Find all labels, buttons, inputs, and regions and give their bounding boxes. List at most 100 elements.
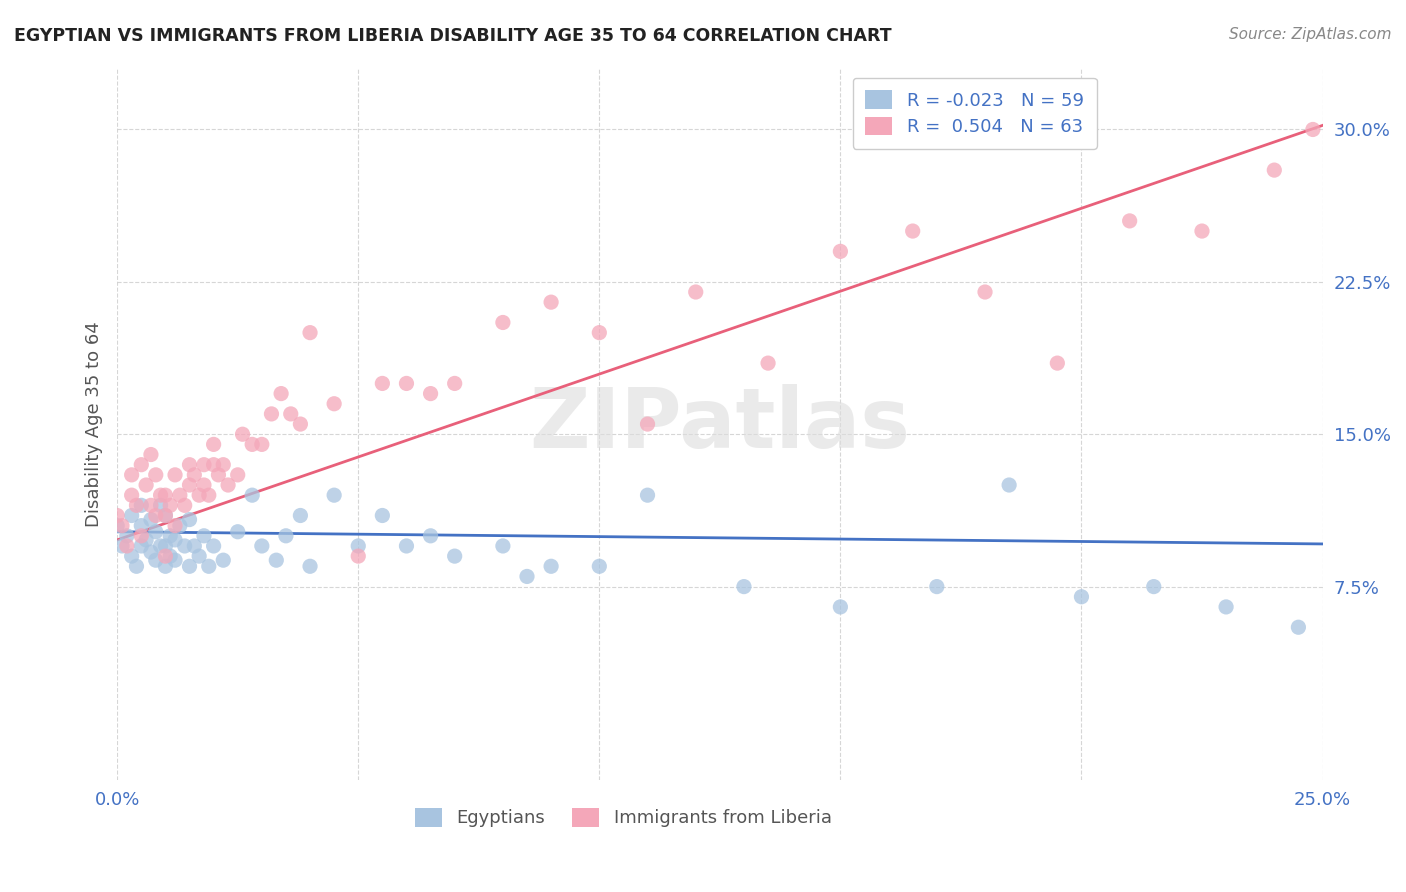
Point: [145, 524, 167, 539]
Point: [274, 529, 297, 543]
Point: [226, 524, 249, 539]
Point: [1263, 163, 1285, 178]
Point: [395, 539, 418, 553]
Point: [1143, 580, 1166, 594]
Point: [149, 488, 172, 502]
Point: [111, 518, 134, 533]
Point: [323, 397, 346, 411]
Point: [193, 458, 215, 472]
Point: [121, 488, 143, 502]
Point: [290, 417, 312, 431]
Point: [270, 386, 292, 401]
Point: [188, 549, 211, 563]
Point: [149, 539, 172, 553]
Point: [163, 467, 186, 482]
Point: [129, 499, 152, 513]
Point: [212, 458, 235, 472]
Point: [129, 518, 152, 533]
Point: [155, 508, 177, 523]
Point: [145, 553, 167, 567]
Point: [105, 508, 128, 523]
Point: [347, 539, 370, 553]
Point: [163, 553, 186, 567]
Point: [173, 499, 195, 513]
Point: [135, 478, 157, 492]
Point: [198, 559, 221, 574]
Point: [290, 508, 312, 523]
Point: [260, 407, 283, 421]
Point: [212, 553, 235, 567]
Point: [125, 559, 148, 574]
Point: [240, 437, 263, 451]
Point: [179, 559, 201, 574]
Point: [685, 285, 707, 299]
Point: [139, 448, 162, 462]
Point: [179, 478, 201, 492]
Point: [188, 488, 211, 502]
Point: [1302, 122, 1324, 136]
Point: [1191, 224, 1213, 238]
Point: [139, 499, 162, 513]
Point: [925, 580, 948, 594]
Point: [121, 549, 143, 563]
Text: Source: ZipAtlas.com: Source: ZipAtlas.com: [1229, 27, 1392, 42]
Point: [139, 512, 162, 526]
Point: [129, 539, 152, 553]
Point: [169, 518, 191, 533]
Point: [1046, 356, 1069, 370]
Point: [155, 539, 177, 553]
Point: [637, 417, 659, 431]
Point: [159, 499, 181, 513]
Point: [226, 467, 249, 482]
Point: [145, 467, 167, 482]
Point: [998, 478, 1021, 492]
Point: [347, 549, 370, 563]
Point: [155, 488, 177, 502]
Point: [492, 316, 515, 330]
Point: [588, 326, 610, 340]
Point: [266, 553, 288, 567]
Point: [121, 467, 143, 482]
Point: [135, 533, 157, 547]
Point: [540, 559, 562, 574]
Text: EGYPTIAN VS IMMIGRANTS FROM LIBERIA DISABILITY AGE 35 TO 64 CORRELATION CHART: EGYPTIAN VS IMMIGRANTS FROM LIBERIA DISA…: [14, 27, 891, 45]
Point: [202, 437, 225, 451]
Point: [395, 376, 418, 391]
Point: [129, 458, 152, 472]
Point: [159, 549, 181, 563]
Point: [371, 376, 394, 391]
Point: [1215, 599, 1237, 614]
Point: [183, 467, 205, 482]
Point: [111, 539, 134, 553]
Point: [183, 539, 205, 553]
Point: [149, 499, 172, 513]
Point: [240, 488, 263, 502]
Point: [207, 467, 229, 482]
Point: [1070, 590, 1092, 604]
Point: [830, 244, 852, 259]
Point: [145, 508, 167, 523]
Point: [202, 539, 225, 553]
Point: [492, 539, 515, 553]
Point: [280, 407, 302, 421]
Point: [179, 512, 201, 526]
Text: ZIPatlas: ZIPatlas: [529, 384, 910, 465]
Point: [250, 437, 273, 451]
Point: [129, 529, 152, 543]
Point: [163, 518, 186, 533]
Y-axis label: Disability Age 35 to 64: Disability Age 35 to 64: [86, 321, 103, 527]
Point: [163, 533, 186, 547]
Point: [637, 488, 659, 502]
Point: [169, 488, 191, 502]
Point: [193, 478, 215, 492]
Legend: Egyptians, Immigrants from Liberia: Egyptians, Immigrants from Liberia: [408, 801, 839, 835]
Point: [901, 224, 924, 238]
Point: [105, 518, 128, 533]
Point: [173, 539, 195, 553]
Point: [1118, 214, 1140, 228]
Point: [217, 478, 239, 492]
Point: [139, 545, 162, 559]
Point: [299, 326, 322, 340]
Point: [193, 529, 215, 543]
Point: [115, 539, 138, 553]
